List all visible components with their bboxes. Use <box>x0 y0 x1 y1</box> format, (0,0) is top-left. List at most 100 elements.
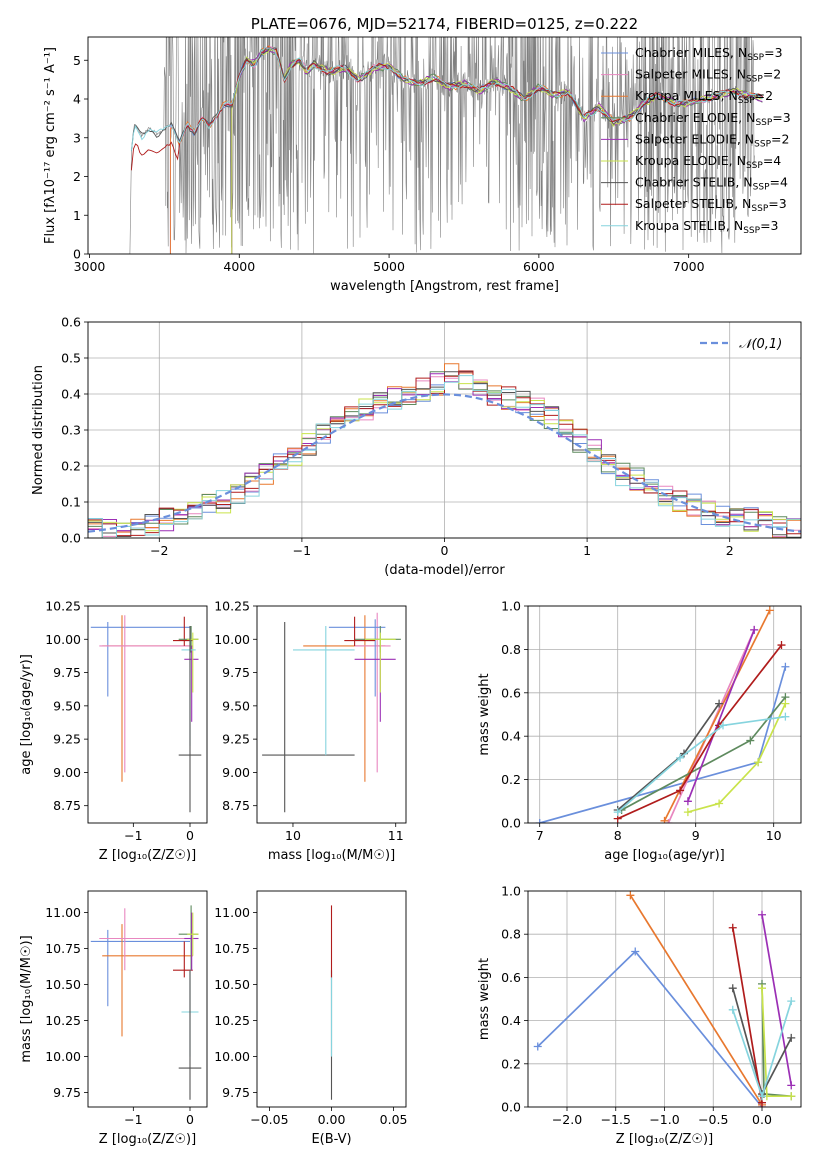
y-tick-label: 9.25 <box>53 732 81 747</box>
x-tick-label: −1 <box>124 1112 142 1127</box>
x-tick-label: 6000 <box>523 259 555 274</box>
y-tick-label: 0.4 <box>501 1013 521 1028</box>
legend-label: Chabrier MILES, NSSP=3 <box>635 45 783 63</box>
weight-marker <box>715 799 724 808</box>
x-tick-label: 10 <box>285 828 301 843</box>
weight-marker <box>683 797 692 806</box>
weight-marker <box>613 808 622 817</box>
observed-spectrum <box>119 37 755 254</box>
weight-marker <box>787 1092 796 1101</box>
y-tick-label: 0.3 <box>61 423 81 438</box>
x-tick-label: 0 <box>441 543 449 558</box>
y-axis-label: Normed distribution <box>31 365 46 495</box>
weight-marker <box>746 736 755 745</box>
weight-marker <box>758 1092 766 1101</box>
x-axis-label: wavelength [Angstrom, rest frame] <box>330 279 559 294</box>
x-tick-label: 9 <box>692 828 700 843</box>
chart-title: PLATE=0676, MJD=52174, FIBERID=0125, z=0… <box>251 15 638 33</box>
legend-label: Chabrier STELIB, NSSP=4 <box>635 175 788 193</box>
weight-marker <box>626 891 635 900</box>
y-tick-label: 9.75 <box>53 1085 81 1100</box>
model-spectrum-kroupa-stelib <box>130 46 763 151</box>
y-tick-label: 9.00 <box>222 765 250 780</box>
y-tick-label: 4 <box>73 92 81 107</box>
mass-vs-extinction: −0.05 0.00 0.05 9.75 10.00 10.25 10.50 10.75 11.… <box>214 890 408 1147</box>
weight-marker <box>781 699 790 708</box>
weight-line-kroupa-miles <box>629 894 763 1106</box>
plot-area <box>90 905 202 1100</box>
y-axis-label: mass weight <box>477 958 492 1040</box>
y-tick-label: 9.75 <box>222 665 250 680</box>
axes-frame <box>256 890 407 1108</box>
y-tick-label: 10.25 <box>214 1013 250 1028</box>
x-axis-label: Z [log₁₀(Z/Z☉)] <box>99 1132 196 1147</box>
x-tick-label: 4000 <box>223 259 255 274</box>
legend-label: Salpeter ELODIE, NSSP=2 <box>635 131 789 149</box>
model-spectrum-kroupa-elodie <box>231 49 763 254</box>
y-tick-label: 0.1 <box>61 495 81 510</box>
y-tick-label: 0.2 <box>501 772 521 787</box>
weight-marker <box>787 997 796 1006</box>
y-tick-label: 1.0 <box>501 884 521 899</box>
y-tick-label: 10.00 <box>45 632 81 647</box>
y-tick-label: 8.75 <box>53 798 81 813</box>
x-tick-label: 0.00 <box>318 1112 346 1127</box>
y-tick-label: 0.5 <box>61 351 81 366</box>
y-tick-label: 0.8 <box>501 642 521 657</box>
legend: 𝒩(0,1) <box>700 337 782 352</box>
plot-area <box>119 37 764 254</box>
weight-marker <box>765 606 774 615</box>
legend: Chabrier MILES, NSSP=3 Salpeter MILES, NS… <box>601 45 791 236</box>
x-axis-label: (data-model)/error <box>384 563 505 578</box>
legend-label: Salpeter STELIB, NSSP=3 <box>635 196 787 214</box>
x-tick-label: 7000 <box>673 259 705 274</box>
weight-marker <box>781 662 790 671</box>
y-tick-label: 5 <box>73 53 81 68</box>
y-tick-label: 10.50 <box>214 977 250 992</box>
weight-marker <box>787 1033 796 1042</box>
weight-marker <box>777 641 786 650</box>
x-tick-label: −1.0 <box>649 1112 679 1127</box>
x-tick-label: −1.5 <box>601 1112 631 1127</box>
y-tick-label: 9.25 <box>222 732 250 747</box>
y-tick-label: 10.25 <box>214 599 250 614</box>
x-tick-label: 0.0 <box>752 1112 772 1127</box>
weight-marker <box>781 712 790 721</box>
y-tick-label: 9.75 <box>53 665 81 680</box>
x-tick-label: 0 <box>186 828 194 843</box>
legend-label: Salpeter MILES, NSSP=2 <box>635 67 781 85</box>
plot-area <box>90 615 202 813</box>
plot-area <box>262 612 401 813</box>
y-tick-label: 10.25 <box>45 1013 81 1028</box>
age-vs-mass: 10 11 8.75 9.00 9.25 9.50 9.75 10.00 10.25 mass [… <box>214 599 407 863</box>
weight-marker <box>754 758 763 767</box>
x-tick-label: 7 <box>536 828 544 843</box>
y-axis-label: age [log₁₀(age/yr)] <box>19 654 34 775</box>
weight-line-salpeter-stelib <box>617 644 783 820</box>
plot-area <box>535 606 790 823</box>
y-tick-label: 11.00 <box>214 905 250 920</box>
y-tick-label: 10.75 <box>45 941 81 956</box>
x-axis-label: Z [log₁₀(Z/Z☉)] <box>99 848 196 863</box>
y-tick-label: 10.50 <box>45 977 81 992</box>
weight-marker <box>728 923 737 932</box>
axes-frame <box>87 890 208 1108</box>
y-tick-label: 9.50 <box>53 698 81 713</box>
weight-line-salpeter-elodie <box>761 914 793 1086</box>
residual-histogram: −2 −1 0 1 2 0.0 0.1 0.2 0.3 0.4 0.5 0.6 (data-model)… <box>31 315 802 578</box>
y-axis-label: Flux [fλ10⁻¹⁷ erg cm⁻² s⁻¹ A⁻¹] <box>43 47 58 244</box>
weight-line-kroupa-stelib <box>617 715 786 813</box>
y-tick-label: 10.00 <box>45 1049 81 1064</box>
weight-marker <box>535 819 544 823</box>
y-axis-label: mass [log₁₀(M/M☉)] <box>19 935 34 1062</box>
weight-marker <box>533 1042 542 1051</box>
legend-label: Kroupa STELIB, NSSP=3 <box>635 218 779 236</box>
age-vs-metallicity: −1 0 8.75 9.00 9.25 9.50 9.75 10.00 10.25 Z [log₁… <box>19 599 208 863</box>
spectrum-chart: 3000 4000 5000 6000 7000 0 1 2 3 4 5 wavelength [An… <box>43 15 802 294</box>
x-tick-label: −1 <box>124 828 142 843</box>
x-tick-label: −0.05 <box>250 1112 288 1127</box>
y-tick-label: 0 <box>73 247 81 262</box>
y-tick-label: 0.0 <box>501 816 521 831</box>
plot-area <box>533 891 796 1107</box>
weight-marker <box>719 721 727 730</box>
